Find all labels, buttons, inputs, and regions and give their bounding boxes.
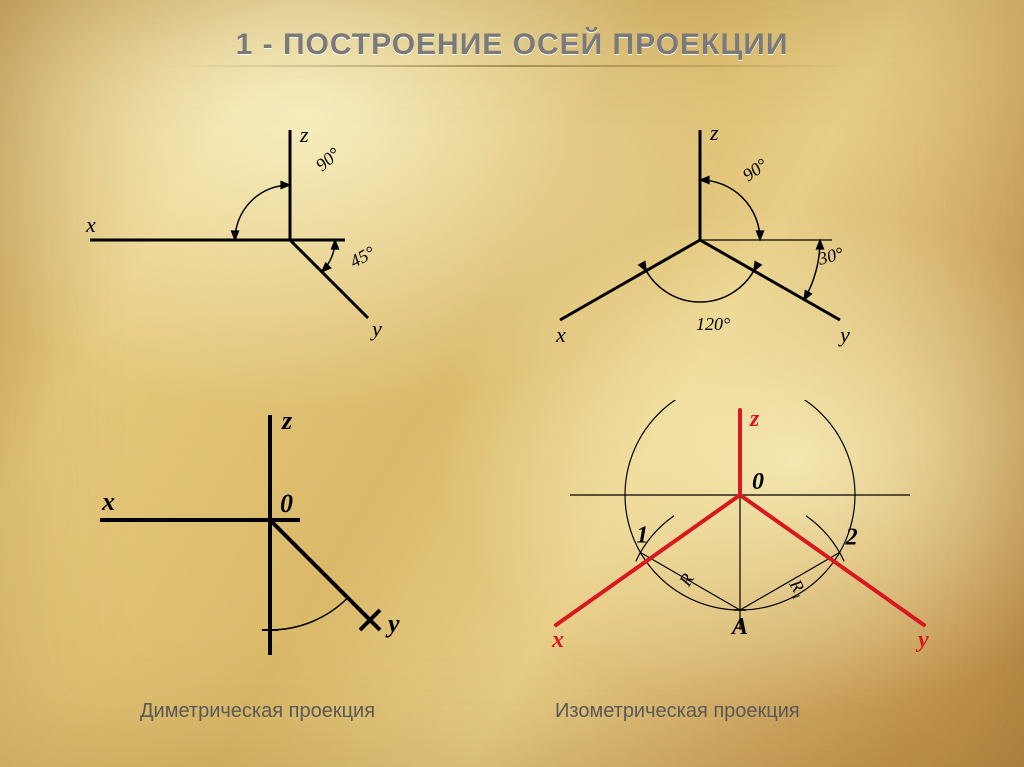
dimetric-angles-diagram: 90° 45° x z y [70, 120, 390, 380]
svg-text:90°: 90° [739, 154, 771, 185]
svg-text:0: 0 [280, 489, 293, 518]
svg-text:1: 1 [636, 523, 648, 549]
svg-text:45°: 45° [346, 242, 378, 271]
title-underline [0, 65, 1024, 67]
svg-text:y: y [370, 316, 382, 341]
svg-text:0: 0 [752, 469, 764, 495]
svg-text:R₁: R₁ [785, 575, 811, 601]
svg-text:z: z [281, 406, 293, 435]
dimetric-caption: Диметрическая проекция [140, 700, 375, 723]
svg-text:y: y [915, 627, 929, 653]
svg-text:A: A [730, 614, 748, 640]
svg-text:x: x [555, 322, 566, 347]
svg-text:R: R [675, 570, 698, 590]
svg-text:120°: 120° [696, 314, 730, 334]
svg-text:x: x [551, 627, 564, 653]
svg-text:z: z [749, 406, 760, 432]
svg-text:x: x [85, 212, 96, 237]
isometric-angles-diagram: 90°30°120°zxy [500, 120, 880, 380]
isometric-caption: Изометрическая проекция [555, 700, 800, 723]
dimetric-construction-diagram: x z y 0 [70, 400, 400, 680]
isometric-construction-diagram: z 0 1 2 x y A R R₁ [530, 400, 950, 680]
svg-text:y: y [838, 322, 850, 347]
svg-text:y: y [385, 609, 400, 638]
svg-text:x: x [101, 487, 115, 516]
svg-text:2: 2 [845, 525, 858, 551]
svg-text:z: z [299, 122, 309, 147]
svg-text:90°: 90° [312, 144, 344, 176]
svg-text:z: z [709, 120, 719, 145]
slide-title: 1 - ПОСТРОЕНИЕ ОСЕЙ ПРОЕКЦИИ [0, 28, 1024, 62]
